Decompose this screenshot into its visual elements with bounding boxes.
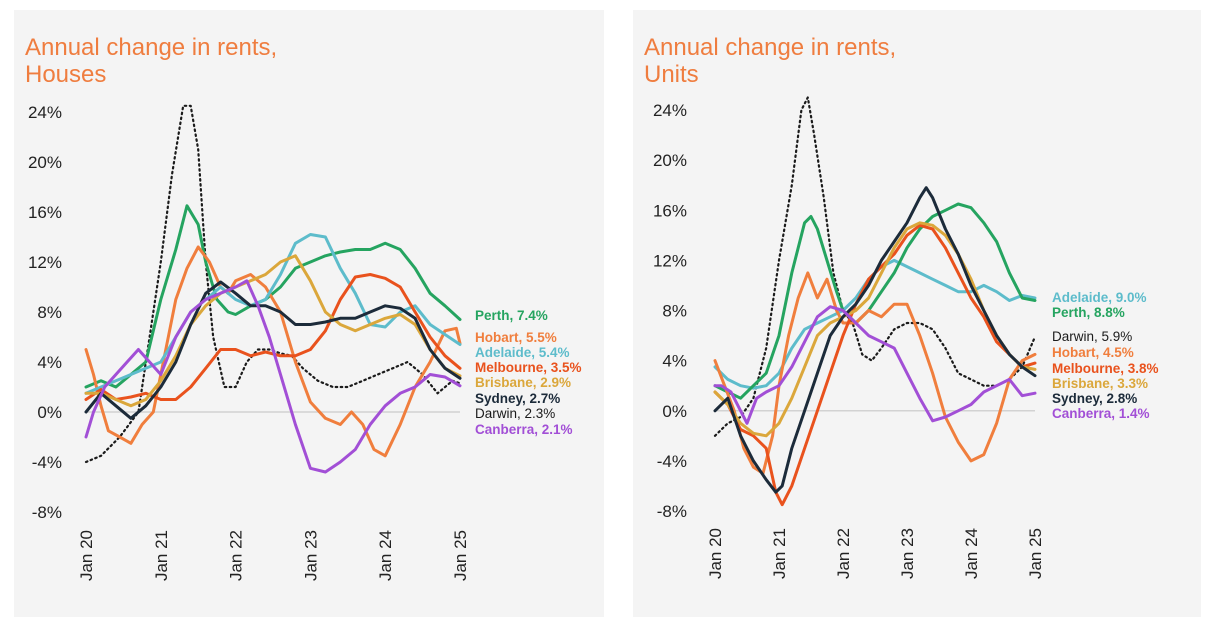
units-label-sydney: Sydney, 2.8% — [1052, 391, 1137, 406]
units-label-perth: Perth, 8.8% — [1052, 305, 1125, 320]
units-label-canberra: Canberra, 1.4% — [1052, 406, 1150, 421]
houses-series-sydney — [84, 280, 462, 420]
houses-label-adelaide: Adelaide, 5.4% — [475, 345, 570, 360]
houses-series-canberra — [84, 279, 462, 474]
houses-series-perth — [84, 204, 462, 389]
houses-chart-title-line2: Houses — [25, 61, 107, 88]
houses-series-hobart — [84, 245, 462, 458]
units-series-melbourne — [713, 223, 1037, 507]
houses-chart-title: Annual change in rents, Houses — [25, 34, 277, 88]
houses-label-hobart: Hobart, 5.5% — [475, 330, 557, 345]
units-y-tick-label: 16% — [653, 201, 687, 220]
houses-y-tick-label: 16% — [28, 203, 62, 222]
houses-x-tick-label: Jan 25 — [451, 530, 470, 581]
units-y-tick-label: 4% — [662, 352, 687, 371]
houses-y-tick-label: 4% — [37, 353, 62, 372]
houses-label-darwin: Darwin, 2.3% — [475, 406, 555, 421]
houses-series-darwin — [84, 104, 462, 464]
units-series-darwin — [713, 96, 1037, 437]
houses-label-brisbane: Brisbane, 2.9% — [475, 375, 571, 390]
units-chart-title-line1: Annual change in rents, — [644, 34, 897, 61]
houses-label-melbourne: Melbourne, 3.5% — [475, 360, 582, 375]
houses-x-tick-label: Jan 21 — [152, 530, 171, 581]
units-y-tick-label: 0% — [662, 402, 687, 421]
houses-x-tick-label: Jan 24 — [376, 530, 395, 581]
units-label-melbourne: Melbourne, 3.8% — [1052, 361, 1159, 376]
houses-label-sydney: Sydney, 2.7% — [475, 391, 560, 406]
houses-x-tick-label: Jan 23 — [301, 530, 320, 581]
units-series-canberra — [713, 305, 1037, 425]
units-label-darwin: Darwin, 5.9% — [1052, 329, 1132, 344]
houses-chart-panel: Annual change in rents, Houses 24% 20% 16%… — [14, 10, 604, 617]
units-series-brisbane — [713, 221, 1037, 438]
houses-y-tick-label: 24% — [28, 103, 62, 122]
houses-x-tick-label: Jan 22 — [227, 530, 246, 581]
units-x-tick-label: Jan 20 — [706, 528, 725, 579]
units-x-tick-label: Jan 23 — [898, 528, 917, 579]
houses-y-tick-label: 8% — [37, 303, 62, 322]
units-label-brisbane: Brisbane, 3.3% — [1052, 376, 1148, 391]
units-chart-panel: Annual change in rents, Units 24% 20% 16% 1… — [633, 10, 1201, 617]
houses-y-tick-label: -8% — [32, 503, 62, 522]
houses-y-tick-label: 0% — [37, 403, 62, 422]
units-x-tick-label: Jan 24 — [962, 528, 981, 579]
houses-chart-title-line1: Annual change in rents, — [25, 34, 278, 61]
units-chart: 24% 20% 16% 12% 8% 4% 0% -4% -8% Jan 20 Jan 21 Jan … — [653, 96, 1159, 579]
houses-y-tick-label: -4% — [32, 453, 62, 472]
units-y-tick-label: 20% — [653, 151, 687, 170]
units-y-tick-label: -4% — [657, 452, 687, 471]
houses-label-perth: Perth, 7.4% — [475, 308, 548, 323]
units-y-tick-label: -8% — [657, 502, 687, 521]
units-chart-title: Annual change in rents, Units — [644, 34, 896, 88]
units-series-perth — [713, 202, 1037, 400]
houses-y-tick-label: 20% — [28, 153, 62, 172]
houses-y-tick-label: 12% — [28, 253, 62, 272]
units-y-tick-label: 8% — [662, 302, 687, 321]
units-y-tick-label: 12% — [653, 251, 687, 270]
units-x-tick-label: Jan 25 — [1026, 528, 1045, 579]
houses-label-canberra: Canberra, 2.1% — [475, 422, 573, 437]
houses-series-adelaide — [84, 233, 462, 395]
houses-series-brisbane — [84, 254, 462, 408]
units-label-hobart: Hobart, 4.5% — [1052, 345, 1134, 360]
units-y-tick-label: 24% — [653, 101, 687, 120]
units-x-tick-label: Jan 22 — [834, 528, 853, 579]
units-chart-title-line2: Units — [644, 61, 699, 88]
units-label-adelaide: Adelaide, 9.0% — [1052, 290, 1147, 305]
houses-x-tick-label: Jan 20 — [77, 530, 96, 581]
houses-chart: 24% 20% 16% 12% 8% 4% 0% -4% -8% Jan 20 Jan 21 Jan … — [28, 103, 582, 581]
units-series-sydney — [713, 186, 1037, 494]
units-x-tick-label: Jan 21 — [770, 528, 789, 579]
